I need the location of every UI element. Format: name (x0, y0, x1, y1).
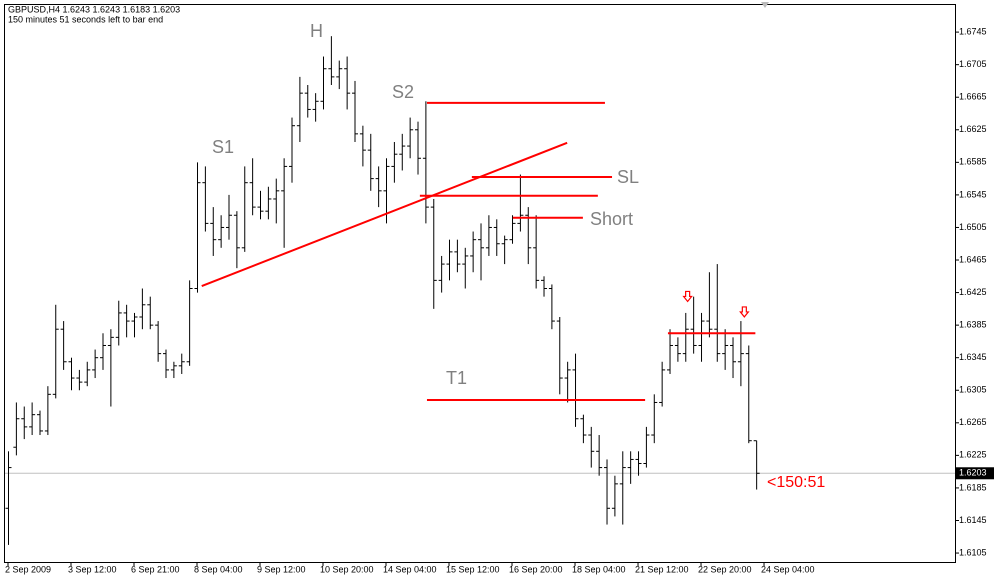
x-tick-label: 24 Sep 04:00 (761, 564, 815, 574)
y-tick-label: 1.6665 (959, 92, 987, 102)
annotation: H (310, 21, 323, 41)
x-tick-label: 22 Sep 20:00 (698, 564, 752, 574)
y-tick-label: 1.6105 (959, 547, 987, 557)
current-price-box (956, 467, 994, 480)
header: GBPUSD,H4 1.6243 1.6243 1.6183 1.6203 (8, 4, 180, 14)
y-tick-label: 1.6385 (959, 320, 987, 330)
x-tick-label: 14 Sep 04:00 (383, 564, 437, 574)
y-tick-label: 1.6185 (959, 482, 987, 492)
x-tick-label: 8 Sep 04:00 (194, 564, 243, 574)
x-tick-label: 10 Sep 20:00 (320, 564, 374, 574)
y-tick-label: 1.6545 (959, 189, 987, 199)
y-tick-label: 1.6225 (959, 450, 987, 460)
shift-marker (761, 2, 769, 8)
current-price-label: 1.6203 (959, 468, 987, 478)
down-arrow (682, 290, 693, 303)
x-tick-label: 21 Sep 12:00 (635, 564, 689, 574)
x-tick-label: 2 Sep 2009 (5, 564, 51, 574)
x-tick-label: 3 Sep 12:00 (68, 564, 117, 574)
down-arrow (739, 306, 750, 318)
drawn-line (201, 141, 568, 287)
plot-frame (4, 4, 956, 563)
y-tick-label: 1.6505 (959, 222, 987, 232)
y-tick-label: 1.6305 (959, 385, 987, 395)
annotation: Short (590, 209, 633, 229)
annotation: SL (617, 167, 639, 187)
annotation: S2 (392, 82, 414, 102)
y-tick-label: 1.6345 (959, 352, 987, 362)
x-tick-label: 15 Sep 12:00 (446, 564, 500, 574)
x-tick-label: 9 Sep 12:00 (257, 564, 306, 574)
y-tick-label: 1.6425 (959, 287, 987, 297)
x-tick-label: 18 Sep 04:00 (572, 564, 626, 574)
annotation: S1 (212, 137, 234, 157)
y-tick-label: 1.6145 (959, 515, 987, 525)
y-tick-label: 1.6465 (959, 254, 987, 264)
y-tick-label: 1.6625 (959, 124, 987, 134)
x-tick-label: 16 Sep 20:00 (509, 564, 563, 574)
x-tick-label: 6 Sep 21:00 (131, 564, 180, 574)
y-tick-label: 1.6265 (959, 417, 987, 427)
y-tick-label: 1.6585 (959, 157, 987, 167)
annotation: T1 (446, 368, 467, 388)
y-tick-label: 1.6705 (959, 59, 987, 69)
countdown: <150:51 (767, 474, 825, 491)
subheader: 150 minutes 51 seconds left to bar end (8, 14, 163, 24)
y-tick-label: 1.6745 (959, 26, 987, 36)
